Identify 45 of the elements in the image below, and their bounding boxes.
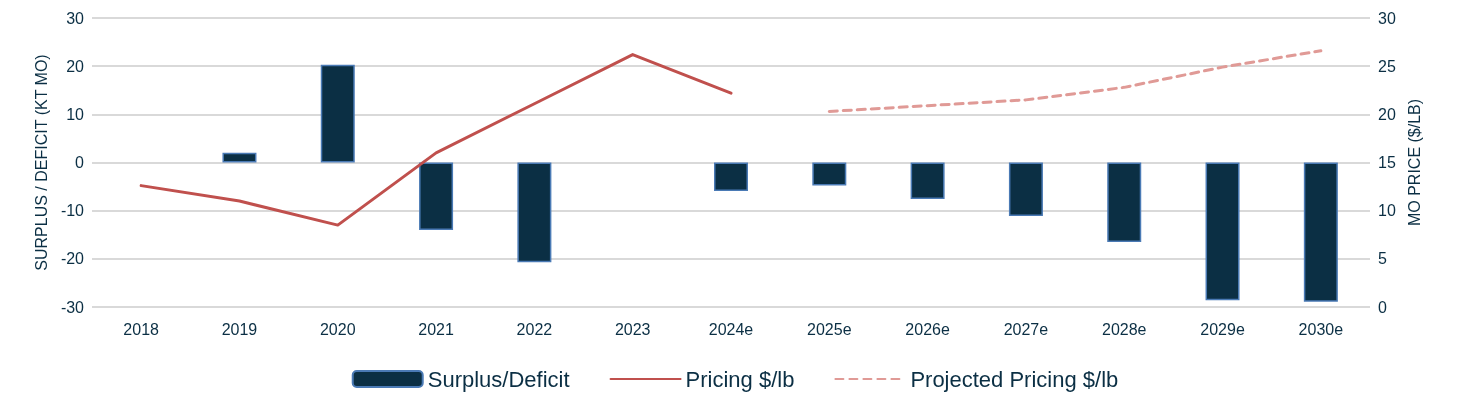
y-axis-title: SURPLUS / DEFICIT (KT MO) bbox=[33, 54, 51, 271]
x-tick-label: 2023 bbox=[614, 320, 651, 338]
y2-tick-label: 25 bbox=[1378, 57, 1396, 75]
x-tick-label: 2021 bbox=[418, 320, 454, 338]
x-tick-label: 2018 bbox=[123, 320, 160, 338]
bar bbox=[1205, 162, 1240, 301]
y2-tick-label: 30 bbox=[1378, 9, 1396, 27]
bar bbox=[1008, 162, 1043, 216]
x-tick-label: 2022 bbox=[516, 320, 553, 338]
x-tick-label: 2029e bbox=[1200, 320, 1245, 338]
y2-tick-label: 10 bbox=[1378, 202, 1396, 220]
y-tick-label: 20 bbox=[66, 57, 85, 75]
bar bbox=[222, 152, 257, 163]
x-tick-label: 2019 bbox=[221, 320, 258, 338]
x-tick-label: 2028e bbox=[1101, 320, 1147, 338]
legend-label: Surplus/Deficit bbox=[427, 366, 570, 392]
y2-tick-label: 15 bbox=[1378, 154, 1396, 171]
y2-tick-label: 20 bbox=[1378, 105, 1396, 123]
y-tick-label: -20 bbox=[60, 250, 85, 268]
bar bbox=[320, 64, 355, 163]
bar bbox=[812, 162, 847, 186]
y2-tick-label: 0 bbox=[1378, 298, 1387, 316]
y-tick-label: -30 bbox=[60, 298, 85, 316]
bar bbox=[1107, 162, 1142, 242]
bar bbox=[910, 162, 945, 200]
y2-axis-title: MO PRICE ($/LB) bbox=[1406, 98, 1424, 227]
y-tick-label: 10 bbox=[66, 105, 85, 123]
legend-label: Pricing $/lb bbox=[685, 366, 795, 392]
legend-label: Projected Pricing $/lb bbox=[910, 366, 1119, 392]
bar bbox=[517, 162, 552, 263]
x-tick-label: 2024e bbox=[708, 320, 754, 338]
y-tick-label: 30 bbox=[66, 9, 85, 27]
x-tick-label: 2027e bbox=[1003, 320, 1049, 338]
bar bbox=[1303, 162, 1338, 302]
x-tick-label: 2025e bbox=[807, 320, 852, 338]
x-tick-label: 2030e bbox=[1298, 320, 1344, 338]
y2-tick-label: 5 bbox=[1378, 250, 1387, 268]
y-tick-label: 0 bbox=[75, 154, 85, 171]
bar bbox=[419, 162, 454, 230]
x-tick-label: 2026e bbox=[905, 320, 950, 338]
line-series bbox=[827, 49, 1323, 113]
bar bbox=[714, 162, 748, 191]
x-tick-label: 2020 bbox=[319, 320, 356, 338]
line-series bbox=[139, 53, 733, 227]
y-tick-label: -10 bbox=[60, 202, 85, 220]
